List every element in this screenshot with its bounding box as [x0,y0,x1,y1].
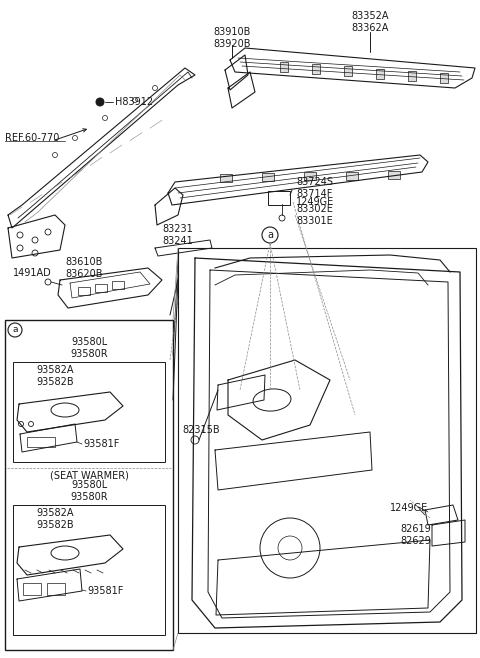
Bar [220,174,232,182]
Bar [95,284,107,292]
Bar [408,71,416,81]
Text: 93580L
93580R: 93580L 93580R [70,337,108,359]
Bar [262,173,274,181]
Bar [23,583,41,595]
Bar [112,281,124,289]
Text: 83302E
83301E: 83302E 83301E [296,204,333,226]
Text: 82315B: 82315B [182,425,220,435]
Text: 1249GE: 1249GE [390,503,428,513]
Circle shape [96,98,104,106]
Text: 93580L
93580R: 93580L 93580R [70,480,108,502]
Bar [178,248,476,633]
Text: REF.60-770: REF.60-770 [5,133,60,143]
Bar [280,62,288,72]
Text: 1249GE: 1249GE [296,197,334,207]
Text: a: a [12,326,18,334]
Text: 83231
83241: 83231 83241 [163,224,193,246]
Bar [47,583,65,595]
Bar [346,172,358,180]
Text: 93582A
93582B: 93582A 93582B [36,365,74,387]
Text: (SEAT WARMER): (SEAT WARMER) [49,470,129,480]
Bar [344,66,352,76]
Text: H83912: H83912 [115,97,153,107]
Text: 93581F: 93581F [83,439,120,449]
Text: a: a [267,230,273,240]
Bar [13,362,165,462]
Text: 83724S
83714F: 83724S 83714F [296,177,333,199]
Text: 83352A
83362A: 83352A 83362A [351,11,389,33]
Text: 82619
82629: 82619 82629 [400,524,431,546]
Bar [304,172,316,180]
Bar [78,287,90,295]
Bar [440,73,448,83]
Text: 1491AD: 1491AD [13,268,52,278]
Bar [13,505,165,635]
Text: 83910B
83920B: 83910B 83920B [213,27,251,49]
Bar [312,64,320,74]
Bar [388,171,400,179]
Bar [376,68,384,78]
Text: 93582A
93582B: 93582A 93582B [36,508,74,530]
Text: 83610B
83620B: 83610B 83620B [65,257,103,279]
Bar [268,191,290,205]
Bar [5,320,173,650]
Text: 93581F: 93581F [87,586,123,596]
Bar [27,437,55,447]
